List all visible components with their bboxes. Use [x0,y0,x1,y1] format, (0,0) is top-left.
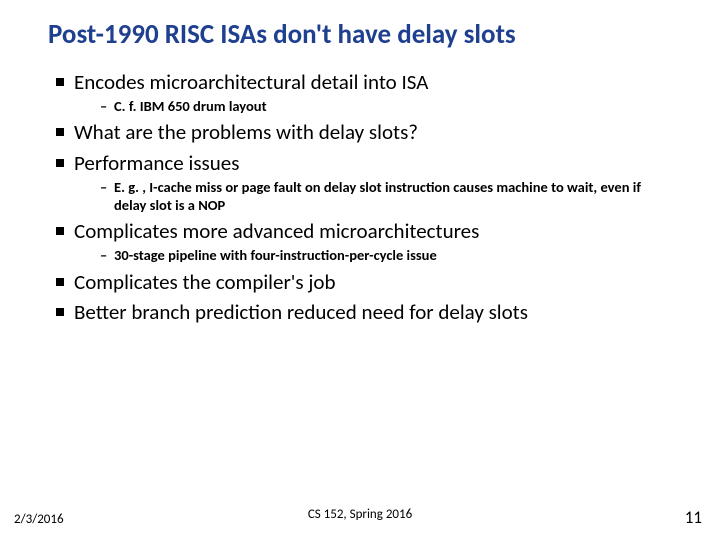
slide-title: Post-1990 RISC ISAs don't have delay slo… [48,18,672,51]
sub-item: 30-stage pipeline with four-instruction-… [100,246,672,264]
sub-item: E. g. , I-cache miss or page fault on de… [100,178,672,214]
bullet-list: Encodes microarchitectural detail into I… [48,69,672,325]
footer-course: CS 152, Spring 2016 [308,507,412,522]
sub-item: C. f. IBM 650 drum layout [100,97,672,115]
bullet-text: Encodes microarchitectural detail into I… [74,69,428,95]
bullet-item: Better branch prediction reduced need fo… [56,299,672,325]
bullet-item: Complicates more advanced microarchitect… [56,218,672,264]
bullet-item: Performance issues E. g. , I-cache miss … [56,150,672,215]
bullet-text: What are the problems with delay slots? [74,119,418,145]
bullet-item: Encodes microarchitectural detail into I… [56,69,672,115]
bullet-item: Complicates the compiler's job [56,269,672,295]
footer: 2/3/2016 CS 152, Spring 2016 11 [0,507,720,528]
bullet-text: Complicates more advanced microarchitect… [74,218,479,244]
slide: Post-1990 RISC ISAs don't have delay slo… [0,0,720,540]
bullet-text: Better branch prediction reduced need fo… [74,299,528,325]
footer-date: 2/3/2016 [14,512,64,527]
bullet-item: What are the problems with delay slots? [56,119,672,145]
sub-list: C. f. IBM 650 drum layout [74,97,672,115]
footer-page-number: 11 [685,507,702,528]
sub-list: E. g. , I-cache miss or page fault on de… [74,178,672,214]
bullet-text: Performance issues [74,150,239,176]
bullet-text: Complicates the compiler's job [74,269,336,295]
sub-list: 30-stage pipeline with four-instruction-… [74,246,672,264]
